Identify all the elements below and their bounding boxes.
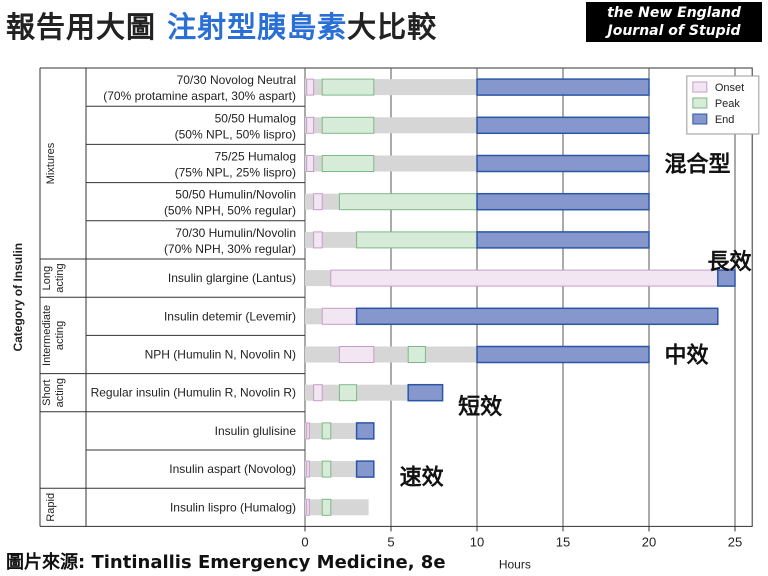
end-bar — [355, 307, 719, 326]
group-label: Longacting — [41, 263, 66, 292]
insulin-row — [305, 383, 444, 402]
peak-bar — [321, 422, 332, 440]
journal-line-2: Journal of Stupid — [607, 23, 741, 39]
category-label: 70/30 Humulin/Novolin (70% NPH, 30% regul… — [164, 226, 296, 256]
category-label: Regular insulin (Humulin R, Novolin R) — [91, 386, 296, 400]
peak-bar — [321, 460, 332, 478]
category-annotation: 長效 — [707, 249, 751, 275]
legend-swatch — [692, 97, 708, 109]
onset-bar — [306, 78, 315, 96]
category-label: Insulin aspart (Novolog) — [169, 462, 296, 476]
axis-layer: 0 5 10 15 20 25 Hours — [301, 526, 742, 571]
x-tick-label: 20 — [642, 534, 656, 549]
insulin-row — [305, 498, 369, 516]
group-label: Mixtures — [45, 142, 57, 184]
peak-bar — [321, 498, 332, 516]
x-tick-label: 0 — [301, 534, 308, 549]
onset-bar — [306, 498, 310, 516]
end-bar — [355, 422, 375, 440]
end-bar — [476, 154, 650, 173]
peak-bar — [407, 346, 426, 363]
onset-bar — [313, 231, 323, 249]
legend-label: Peak — [715, 98, 741, 110]
x-tick-label: 15 — [556, 534, 570, 549]
insulin-row — [305, 192, 650, 211]
peak-bar — [321, 155, 375, 172]
legend-swatch — [692, 113, 708, 125]
onset-bar — [306, 422, 310, 440]
insulin-row — [305, 422, 375, 440]
x-tick-label: 25 — [728, 534, 742, 549]
category-label: Insulin glargine (Lantus) — [168, 271, 296, 285]
insulin-row — [305, 116, 650, 135]
insulin-row — [305, 345, 650, 364]
peak-bar — [321, 78, 375, 96]
page-title: 報告用大圖 注射型胰島素大比較 — [6, 4, 437, 46]
category-annotation: 混合型 — [664, 152, 730, 178]
labels-layer: Mixtures Longacting Intermediateacting Shor… — [11, 73, 296, 522]
title-highlight: 注射型胰島素 — [167, 10, 348, 44]
onset-bar — [330, 269, 719, 287]
group-label: Intermediateacting — [41, 305, 66, 366]
insulin-row — [305, 231, 650, 249]
end-bar — [355, 460, 375, 478]
peak-bar — [356, 231, 478, 249]
category-annotation: 中效 — [664, 343, 708, 369]
end-bar — [476, 192, 650, 211]
category-label: Insulin lispro (Humalog) — [170, 500, 296, 514]
insulin-row — [305, 307, 719, 326]
category-label: 50/50 Humalog (50% NPL, 50% lispro) — [175, 111, 296, 141]
category-label: Insulin detemir (Levemir) — [164, 309, 296, 323]
legend-label: End — [715, 114, 735, 126]
onset-bar — [338, 346, 375, 363]
legend-swatch — [692, 81, 708, 93]
peak-bar — [321, 116, 375, 134]
x-tick-label: 10 — [470, 534, 484, 549]
legend: Onset Peak End — [686, 75, 760, 135]
end-bar — [476, 345, 650, 364]
journal-logo: the New England Journal of Stupid — [586, 2, 762, 42]
category-label: 75/25 Humalog (75% NPL, 25% lispro) — [175, 150, 296, 180]
group-label: Rapid — [45, 493, 57, 522]
x-tick-label: 5 — [387, 534, 394, 549]
category-annotation: 速效 — [400, 465, 444, 491]
onset-bar — [306, 460, 310, 478]
onset-bar — [313, 193, 323, 211]
source-caption: 圖片來源: Tintinallis Emergency Medicine, 8e — [6, 552, 446, 573]
end-bar — [476, 116, 650, 135]
y-axis-title: Category of Insulin — [11, 243, 25, 352]
end-bar — [476, 231, 650, 249]
title-suffix: 大比較 — [347, 10, 438, 44]
x-axis-title: Hours — [499, 557, 531, 571]
onset-bar — [306, 155, 315, 172]
category-label: 50/50 Humulin/Novolin (50% NPH, 50% regul… — [164, 188, 296, 218]
duration-bar — [305, 499, 369, 516]
insulin-row — [305, 78, 650, 96]
bars-layer — [305, 78, 736, 516]
insulin-row — [305, 154, 650, 173]
group-label: Shortacting — [41, 378, 66, 407]
peak-bar — [338, 193, 478, 211]
legend-label: Onset — [715, 82, 744, 94]
insulin-row — [305, 460, 375, 478]
insulin-row — [305, 269, 736, 287]
grid-layer — [39, 67, 753, 527]
category-label: 70/30 Novolog Neutral (70% protamine aspa… — [103, 73, 296, 103]
category-label: Insulin glulisine — [215, 424, 297, 438]
end-bar — [407, 383, 444, 402]
end-bar — [476, 78, 650, 96]
onset-bar — [321, 307, 358, 325]
onset-bar — [306, 116, 315, 134]
onset-bar — [313, 384, 323, 402]
peak-bar — [338, 384, 358, 402]
journal-line-1: the New England — [607, 5, 741, 21]
end-bar — [717, 269, 736, 287]
category-label: NPH (Humulin N, Novolin N) — [145, 348, 296, 362]
title-prefix: 報告用大圖 — [6, 10, 168, 44]
category-annotation: 短效 — [458, 394, 502, 420]
